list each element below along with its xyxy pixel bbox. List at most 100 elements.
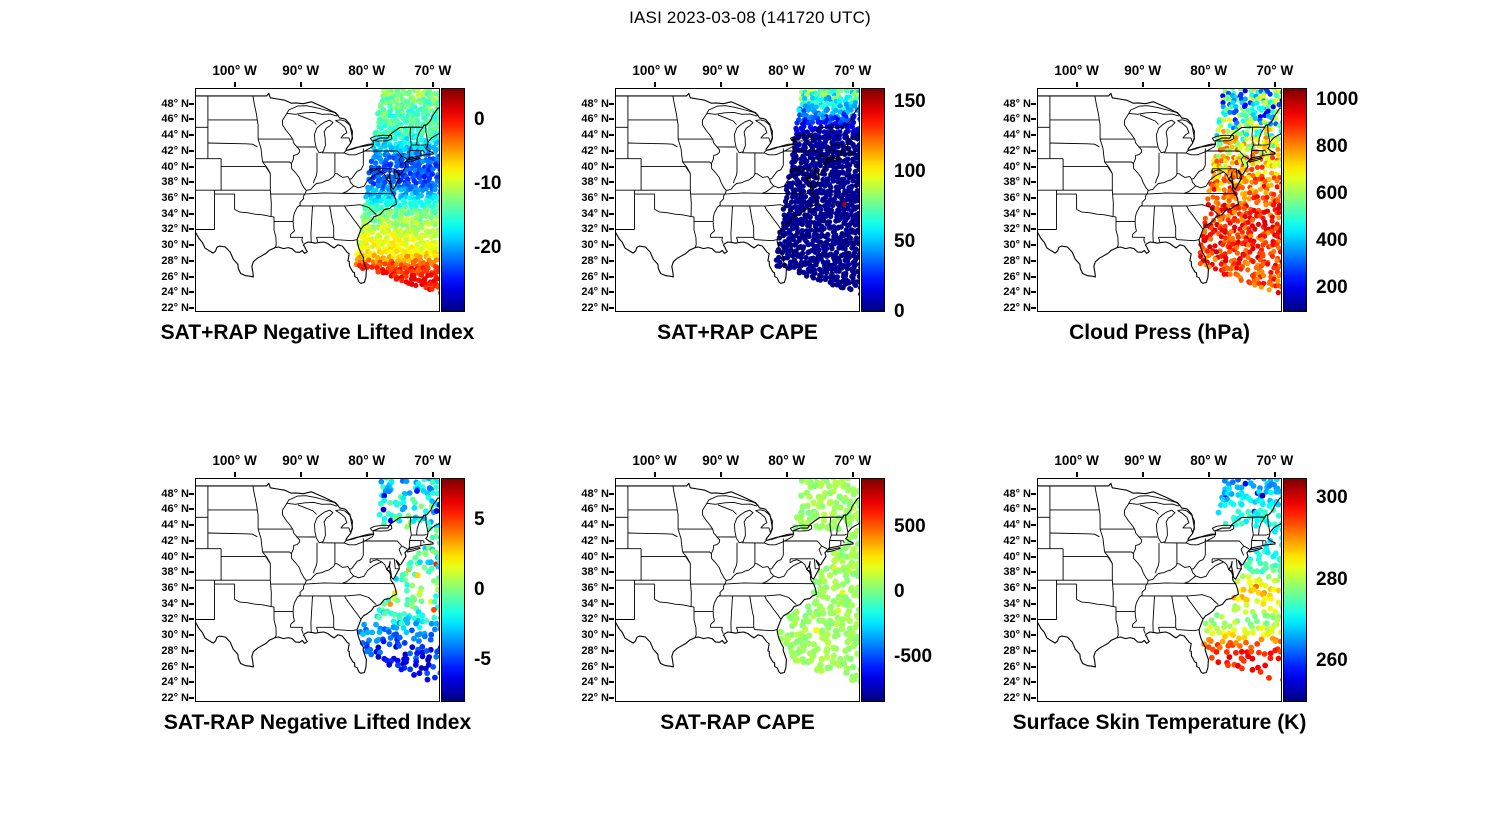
- lat-tick-label: 48° N: [161, 97, 189, 110]
- lat-axis-tick: [609, 165, 614, 168]
- lat-tick-label: 36° N: [581, 582, 609, 595]
- lat-axis-tick: [189, 259, 194, 262]
- lat-axis-tick: [609, 291, 614, 294]
- lat-tick-label: 36° N: [581, 192, 609, 205]
- lon-axis-tick: [1075, 472, 1078, 477]
- lat-axis-tick: [609, 665, 614, 668]
- lon-axis-tick: [1075, 82, 1078, 87]
- lat-tick-label: 26° N: [581, 660, 609, 673]
- lat-tick-label: 48° N: [1003, 487, 1031, 500]
- lat-tick-label: 46° N: [161, 503, 189, 516]
- colorbar-tick-label: 100: [894, 161, 926, 182]
- colorbar-tick-label: -20: [474, 237, 502, 258]
- colorbar-cloud-press: [1283, 88, 1307, 312]
- lon-tick-label: 100° W: [212, 453, 257, 468]
- lat-tick-label: 24° N: [161, 676, 189, 689]
- lat-tick-label: 42° N: [161, 144, 189, 157]
- lat-tick-label: 40° N: [1003, 550, 1031, 563]
- lat-axis-tick: [1031, 149, 1036, 152]
- lon-tick-label: 70° W: [834, 63, 872, 78]
- state-boundaries: [615, 92, 860, 284]
- lat-tick-label: 22° N: [581, 302, 609, 315]
- lat-tick-label: 40° N: [581, 550, 609, 563]
- lat-tick-label: 36° N: [1003, 582, 1031, 595]
- colorbar-tick-label: 1000: [1316, 88, 1359, 110]
- lat-tick-label: 38° N: [161, 566, 189, 579]
- lat-axis-tick: [189, 275, 194, 278]
- lon-tick-label: 100° W: [212, 63, 257, 78]
- lat-axis-tick: [189, 665, 194, 668]
- lat-axis-tick: [189, 587, 194, 590]
- lat-axis-tick: [609, 524, 614, 527]
- colorbar-tick-label: -10: [474, 173, 502, 194]
- lat-tick-label: 38° N: [581, 176, 609, 189]
- lon-axis-tick: [431, 82, 434, 87]
- colorbar-tick-label: 800: [1316, 135, 1348, 157]
- lat-tick-label: 48° N: [1003, 97, 1031, 110]
- lat-axis-tick: [189, 681, 194, 684]
- lat-tick-label: 28° N: [161, 644, 189, 657]
- lat-tick-label: 36° N: [1003, 192, 1031, 205]
- state-boundaries: [195, 92, 440, 284]
- colorbar-surface-skin-temperature: [1283, 478, 1307, 702]
- lat-axis-tick: [609, 681, 614, 684]
- lat-axis-tick: [189, 508, 194, 511]
- lat-tick-label: 26° N: [1003, 660, 1031, 673]
- lon-axis-tick: [719, 472, 722, 477]
- colorbar-sat-minus-rap-cape: [861, 478, 885, 702]
- lat-axis-tick: [1031, 197, 1036, 200]
- lon-tick-label: 100° W: [632, 453, 677, 468]
- lat-tick-label: 26° N: [1003, 270, 1031, 283]
- lat-axis-tick: [1031, 665, 1036, 668]
- lat-tick-label: 40° N: [161, 550, 189, 563]
- lat-axis-tick: [189, 197, 194, 200]
- lat-tick-label: 28° N: [581, 254, 609, 267]
- lon-axis-tick: [719, 82, 722, 87]
- map-surface-skin-temperature: [1037, 478, 1282, 702]
- lat-axis-tick: [609, 118, 614, 121]
- scatter-swath: [777, 479, 859, 685]
- lon-axis-tick: [1207, 82, 1210, 87]
- lon-axis-tick: [1207, 472, 1210, 477]
- lat-tick-label: 24° N: [1003, 286, 1031, 299]
- state-boundaries: [195, 482, 440, 674]
- lat-tick-label: 38° N: [1003, 176, 1031, 189]
- colorbar-tick-label: 200: [1316, 277, 1348, 299]
- lon-axis-tick: [1141, 82, 1144, 87]
- colorbar-tick-label: 280: [1316, 568, 1348, 590]
- lat-tick-label: 26° N: [161, 270, 189, 283]
- lat-axis-tick: [189, 602, 194, 605]
- lon-axis-tick: [653, 472, 656, 477]
- lat-tick-label: 46° N: [581, 113, 609, 126]
- lon-tick-label: 80° W: [348, 63, 386, 78]
- lon-tick-label: 90° W: [282, 63, 320, 78]
- colorbar-tick-label: -500: [894, 645, 933, 667]
- scatter-swath: [1197, 89, 1281, 296]
- lon-tick-label: 80° W: [768, 63, 806, 78]
- panel-title: SAT+RAP CAPE: [657, 321, 818, 344]
- lat-axis-tick: [1031, 307, 1036, 310]
- lat-axis-tick: [1031, 212, 1036, 215]
- colorbar-tick-label: 5: [474, 509, 485, 530]
- lat-tick-label: 30° N: [1003, 239, 1031, 252]
- lat-axis-tick: [1031, 571, 1036, 574]
- lat-axis-tick: [609, 197, 614, 200]
- lat-axis-tick: [189, 524, 194, 527]
- colorbar-tick-label: 300: [1316, 487, 1348, 509]
- lat-tick-label: 22° N: [161, 302, 189, 315]
- scatter-swath: [353, 89, 439, 295]
- lat-tick-label: 42° N: [1003, 534, 1031, 547]
- lon-tick-label: 70° W: [414, 453, 452, 468]
- lat-tick-label: 30° N: [1003, 629, 1031, 642]
- lat-axis-tick: [1031, 681, 1036, 684]
- lon-axis-tick: [785, 472, 788, 477]
- lat-tick-label: 38° N: [581, 566, 609, 579]
- colorbar-sat-minus-rap-negative-lifted-index: [441, 478, 465, 702]
- lon-axis-tick: [653, 82, 656, 87]
- lat-tick-label: 26° N: [161, 660, 189, 673]
- colorbar-tick-label: 260: [1316, 650, 1348, 672]
- lat-axis-tick: [609, 602, 614, 605]
- lat-axis-tick: [189, 291, 194, 294]
- lat-axis-tick: [189, 149, 194, 152]
